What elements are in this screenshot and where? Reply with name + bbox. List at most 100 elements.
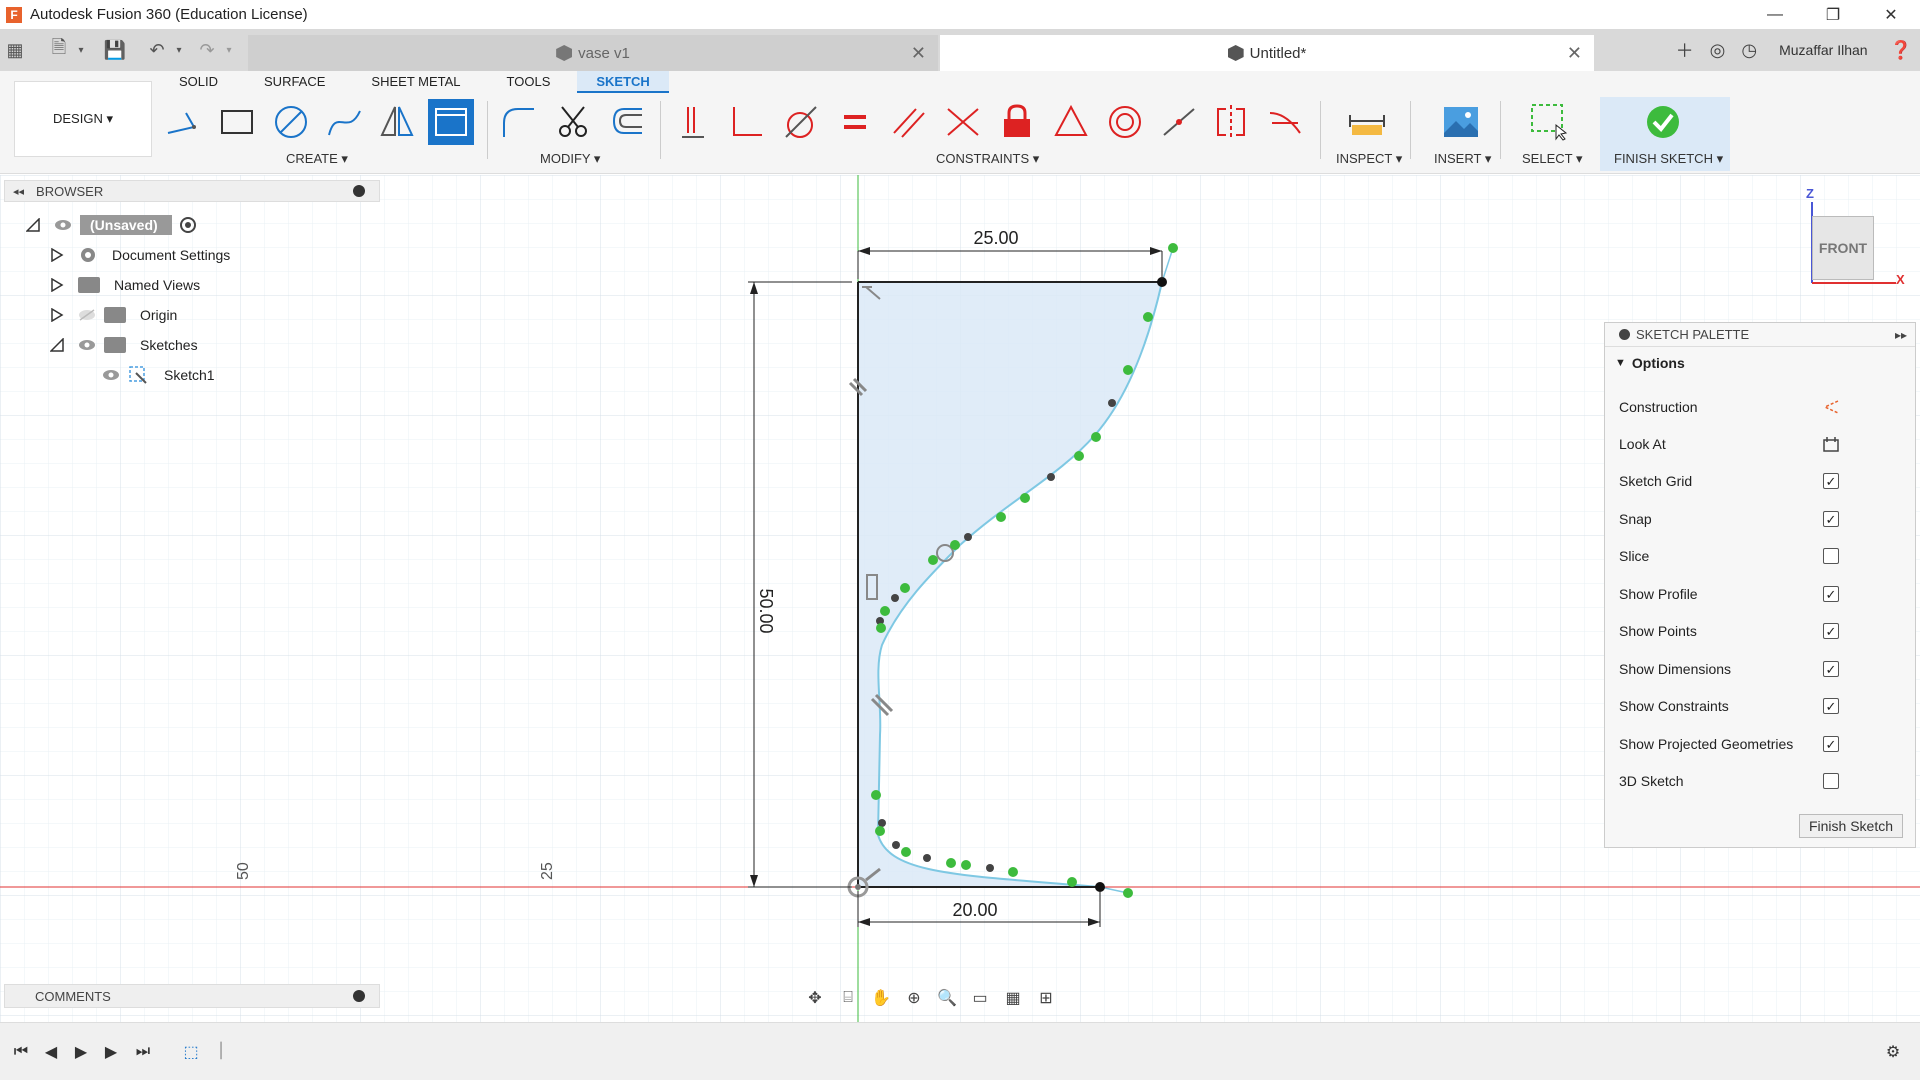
browser-item-document-settings[interactable]: Document Settings xyxy=(50,244,230,266)
collapsed-triangle-icon[interactable] xyxy=(50,278,64,292)
step-back-icon[interactable]: ◀ xyxy=(44,1044,58,1061)
modify-group-label[interactable]: MODIFY ▾ xyxy=(540,151,601,166)
zoom-icon[interactable]: ⊕ xyxy=(907,990,921,1007)
horizontal-vertical-constraint-button[interactable] xyxy=(670,99,716,145)
expanded-triangle-icon[interactable] xyxy=(26,218,40,232)
go-to-end-icon[interactable]: ⏭ xyxy=(135,1043,151,1060)
show-projected-geometries-checkbox[interactable] xyxy=(1823,736,1839,752)
data-panel-grid-icon[interactable]: ▦ xyxy=(6,39,24,60)
expanded-triangle-icon[interactable] xyxy=(50,338,64,352)
parallel-constraint-button[interactable] xyxy=(886,99,932,145)
redo-dropdown-chevron-icon[interactable]: ▾ xyxy=(226,44,232,56)
comments-panel[interactable]: COMMENTS xyxy=(4,984,380,1008)
step-forward-icon[interactable]: ▶ xyxy=(104,1044,118,1061)
tab-untitled[interactable]: Untitled* ✕ xyxy=(940,35,1594,71)
add-comment-icon[interactable] xyxy=(353,990,365,1002)
tab-sketch[interactable]: SKETCH xyxy=(577,71,669,93)
browser-root-row[interactable]: (Unsaved) xyxy=(26,214,196,236)
pan-hand-icon[interactable]: ✋ xyxy=(871,990,891,1007)
look-at-icon[interactable] xyxy=(1823,436,1839,452)
midpoint-constraint-button[interactable] xyxy=(1048,99,1094,145)
inspect-group-label[interactable]: INSPECT ▾ xyxy=(1336,151,1403,166)
close-tab-icon[interactable]: ✕ xyxy=(910,42,926,63)
curvature-constraint-button[interactable] xyxy=(1262,99,1308,145)
new-tab-icon[interactable]: ＋ xyxy=(1675,41,1694,61)
project-tool-button[interactable] xyxy=(428,99,474,145)
equal-constraint-button[interactable] xyxy=(832,99,878,145)
look-at-nav-icon[interactable]: ⌸ xyxy=(843,989,853,1006)
browser-header[interactable]: ◂◂ BROWSER xyxy=(4,180,380,202)
finish-sketch-button[interactable] xyxy=(1640,99,1686,145)
browser-item-named-views[interactable]: Named Views xyxy=(50,274,200,296)
minimize-icon[interactable]: — xyxy=(1767,5,1783,23)
orbit-icon[interactable]: ✥ xyxy=(808,990,822,1007)
tab-vase-v1[interactable]: vase v1 ✕ xyxy=(248,35,938,71)
undo-dropdown-chevron-icon[interactable]: ▾ xyxy=(176,44,182,56)
workspace-switcher-button[interactable]: DESIGN ▾ xyxy=(14,81,152,157)
browser-item-origin[interactable]: Origin xyxy=(50,304,177,326)
parallel-constraint-icon[interactable] xyxy=(870,693,894,717)
select-group-label[interactable]: SELECT ▾ xyxy=(1522,151,1583,166)
canvas-drawing[interactable]: 50 25 xyxy=(0,175,1920,1022)
finish-sketch-palette-button[interactable]: Finish Sketch xyxy=(1799,814,1903,838)
sketch-grid-checkbox[interactable] xyxy=(1823,473,1839,489)
sketch-profile[interactable] xyxy=(858,282,1162,887)
vertical-constraint-icon[interactable] xyxy=(866,574,878,600)
browser-item-sketch1[interactable]: Sketch1 xyxy=(102,364,215,386)
tab-tools[interactable]: TOOLS xyxy=(506,74,551,89)
viewcube[interactable]: Z X FRONT xyxy=(1800,186,1910,288)
browser-item-sketches[interactable]: Sketches xyxy=(50,334,198,356)
dimension-bottom-width-value[interactable]: 20.00 xyxy=(952,900,997,920)
fillet-tool-button[interactable] xyxy=(496,99,542,145)
viewports-icon[interactable]: ⊞ xyxy=(1039,990,1053,1007)
offset-tool-button[interactable] xyxy=(604,99,650,145)
3d-sketch-checkbox[interactable] xyxy=(1823,773,1839,789)
mirror-tool-button[interactable] xyxy=(374,99,420,145)
dimension-bottom-width[interactable]: 20.00 xyxy=(857,891,1101,927)
job-status-icon[interactable]: ◷ xyxy=(1741,39,1758,60)
parallel-constraint-icon[interactable] xyxy=(848,377,868,397)
collinear-constraint-button[interactable] xyxy=(940,99,986,145)
grid-settings-icon[interactable]: ▦ xyxy=(1005,990,1021,1007)
measure-tool-button[interactable] xyxy=(1344,99,1390,145)
perpendicular-constraint-button[interactable] xyxy=(724,99,770,145)
viewcube-front-face[interactable]: FRONT xyxy=(1812,216,1874,280)
hidden-eye-icon[interactable] xyxy=(78,309,96,321)
insert-image-button[interactable] xyxy=(1438,99,1484,145)
rectangle-tool-button[interactable] xyxy=(214,99,260,145)
close-window-icon[interactable]: ✕ xyxy=(1884,6,1898,24)
spline-points[interactable] xyxy=(871,243,1178,898)
help-icon[interactable]: ❓ xyxy=(1889,39,1912,60)
tab-surface[interactable]: SURFACE xyxy=(264,74,326,89)
line-tool-button[interactable] xyxy=(160,99,206,145)
show-dimensions-checkbox[interactable] xyxy=(1823,661,1839,677)
options-section-header[interactable]: ▼ Options xyxy=(1605,347,1915,379)
timeline-marker-icon[interactable]: ⏐ xyxy=(216,1043,226,1060)
file-dropdown-chevron-icon[interactable]: ▾ xyxy=(78,44,84,56)
select-tool-button[interactable] xyxy=(1526,99,1572,145)
go-to-start-icon[interactable]: ⏮ xyxy=(13,1043,29,1060)
sketch-palette-header[interactable]: SKETCH PALETTE ▸▸ xyxy=(1605,323,1915,347)
sketch-canvas[interactable]: 50 25 xyxy=(0,175,1920,1022)
perpendicular-constraint-icon[interactable] xyxy=(862,286,881,300)
spline-tangent-handle[interactable] xyxy=(1161,247,1174,283)
snap-checkbox[interactable] xyxy=(1823,511,1839,527)
display-settings-icon[interactable]: ▭ xyxy=(972,990,988,1007)
dimension-height-value[interactable]: 50.00 xyxy=(756,588,776,633)
dimension-top-width[interactable]: 25.00 xyxy=(857,228,1163,279)
show-constraints-checkbox[interactable] xyxy=(1823,698,1839,714)
dimension-top-width-value[interactable]: 25.00 xyxy=(973,228,1018,248)
browser-minimize-icon[interactable] xyxy=(353,185,365,197)
palette-minimize-icon[interactable] xyxy=(1619,329,1630,340)
restore-icon[interactable]: ❐ xyxy=(1825,6,1841,24)
tab-solid[interactable]: SOLID xyxy=(179,74,219,89)
vase-spline[interactable] xyxy=(876,281,1163,888)
visibility-eye-icon[interactable] xyxy=(102,369,120,381)
tangent-constraint-icon[interactable] xyxy=(936,544,954,562)
fit-icon[interactable]: 🔍 xyxy=(937,990,957,1007)
circle-tool-button[interactable] xyxy=(268,99,314,145)
dimension-height[interactable]: 50.00 xyxy=(748,281,852,888)
collapsed-triangle-icon[interactable] xyxy=(50,308,64,322)
collapse-panel-icon[interactable]: ◂◂ xyxy=(13,185,25,198)
tangent-constraint-icon[interactable] xyxy=(865,867,881,882)
